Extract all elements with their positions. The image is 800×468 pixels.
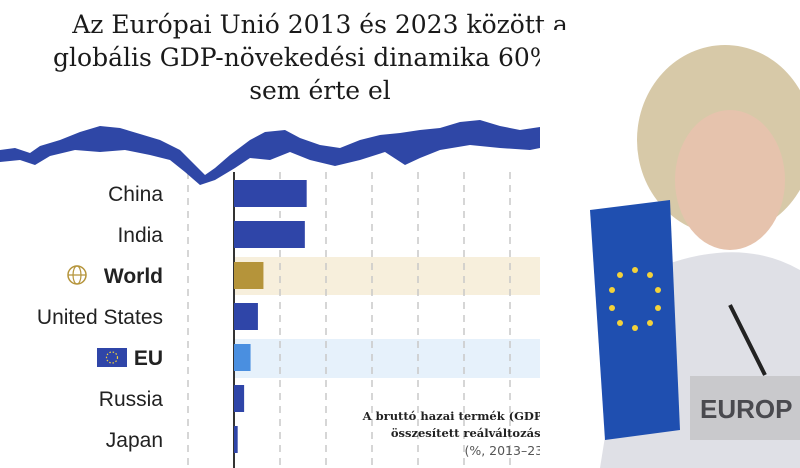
bar-united-states: [234, 303, 258, 330]
bar-china: [234, 180, 307, 207]
face: [675, 110, 785, 250]
note-line: összesített reálváltozása: [390, 426, 548, 440]
bar-india: [234, 221, 305, 248]
eu-flag-icon: [97, 348, 127, 367]
chart-note: A bruttó hazai termék (GDP) összesített …: [340, 408, 548, 459]
microphone: [728, 304, 767, 376]
flag-stars: [609, 267, 661, 331]
torn-paper-wave: [0, 120, 620, 185]
eu-flag-stars: [105, 351, 119, 364]
category-label: India: [117, 224, 163, 247]
name-sign: [690, 376, 800, 440]
bar-russia: [234, 385, 245, 412]
category-label: EU: [134, 347, 163, 370]
unit-label: (%, 2013–23): [464, 443, 548, 458]
category-label: Russia: [99, 388, 164, 411]
note-line: A bruttó hazai termék (GDP): [362, 409, 548, 423]
title-line: globális GDP-növekedési dinamika 60%-át: [53, 43, 587, 72]
bar-japan: [234, 426, 238, 453]
category-label: World: [104, 265, 163, 288]
bar-eu: [234, 344, 251, 371]
eu-flag-icon: [590, 200, 680, 440]
category-label: China: [108, 183, 163, 206]
sign-text: EUROP: [700, 394, 792, 424]
bar-world: [234, 262, 264, 289]
title-line: Az Európai Unió 2013 és 2023 között a: [72, 10, 568, 39]
globe-icon: [67, 265, 87, 285]
category-label: Japan: [106, 429, 163, 452]
photo-politician-with-eu-flag: EUROP: [540, 30, 800, 468]
title-line: sem érte el: [249, 76, 391, 105]
page-title: Az Európai Unió 2013 és 2023 között a gl…: [0, 8, 640, 107]
category-label: United States: [37, 306, 163, 329]
